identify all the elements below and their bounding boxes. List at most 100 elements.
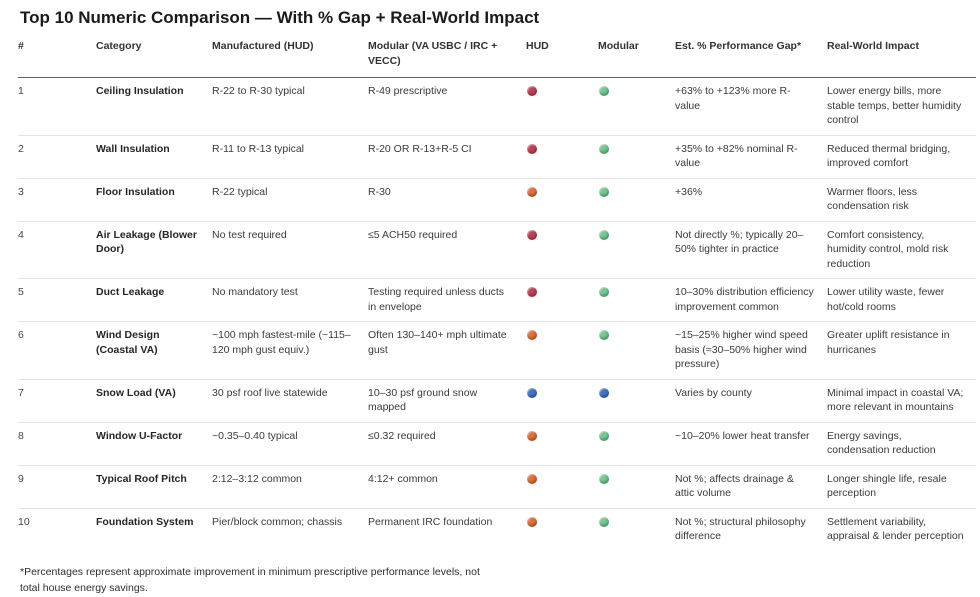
modular-status-dot (599, 86, 609, 96)
page-title: Top 10 Numeric Comparison — With % Gap +… (20, 8, 540, 27)
category-cell: Foundation System (96, 515, 194, 528)
modular-status-dot (599, 473, 609, 484)
impact-cell: Greater uplift resistance in hurricanes (827, 329, 950, 356)
row-number: 10 (18, 515, 30, 528)
category-cell: Ceiling Insulation (96, 85, 184, 97)
modular-rating-cell (598, 472, 675, 489)
table-row: 10 Foundation System Pier/block common; … (18, 507, 976, 551)
col-header-performance-gap: Est. % Performance Gap* (675, 40, 802, 52)
modular-status-dot (599, 287, 609, 297)
manufactured-value-cell: R-11 to R-13 typical (212, 142, 305, 155)
impact-cell: Comfort consistency, humidity control, m… (827, 228, 949, 270)
modular-value-cell: R-30 (368, 185, 391, 198)
hud-status-dot (527, 86, 537, 96)
modular-value-cell: ≤0.32 required (368, 429, 436, 442)
table-row: 3 Floor Insulation R-22 typical R-30 +36… (18, 177, 976, 221)
row-number: 9 (18, 472, 24, 485)
impact-cell: Reduced thermal bridging, improved comfo… (827, 142, 951, 170)
modular-rating-cell (598, 185, 675, 202)
modular-rating-cell (598, 328, 675, 345)
hud-rating-cell (526, 228, 598, 245)
col-header-modular: Modular (VA USBC / IRC + VECC) (368, 40, 498, 67)
modular-rating-cell (598, 386, 675, 403)
modular-status-dot (599, 330, 609, 340)
modular-rating-cell (598, 429, 675, 446)
table-row: 8 Window U-Factor ~0.35–0.40 typical ≤0.… (18, 421, 976, 465)
performance-gap-cell: 10–30% distribution efficiency improveme… (675, 286, 814, 313)
row-number: 1 (18, 85, 24, 97)
manufactured-value-cell: 30 psf roof live statewide (212, 386, 328, 399)
col-header-impact: Real-World Impact (827, 40, 919, 52)
col-header-manufactured: Manufactured (HUD) (212, 40, 314, 52)
hud-rating-cell (526, 185, 598, 202)
performance-gap-cell: +36% (675, 185, 703, 198)
impact-cell: Minimal impact in coastal VA; more relev… (827, 386, 964, 414)
manufactured-value-cell: R-22 to R-30 typical (212, 85, 305, 97)
manufactured-value-cell: Pier/block common; chassis (212, 515, 343, 528)
category-cell: Duct Leakage (96, 286, 165, 298)
table-row: 1 Ceiling Insulation R-22 to R-30 typica… (18, 78, 976, 135)
hud-rating-cell (526, 386, 598, 403)
table-row: 5 Duct Leakage No mandatory test Testing… (18, 278, 976, 321)
footnote: *Percentages represent approximate impro… (20, 565, 480, 595)
hud-status-dot (527, 430, 537, 441)
hud-rating-cell (526, 515, 598, 532)
modular-status-dot (599, 229, 609, 240)
table-body: 1 Ceiling Insulation R-22 to R-30 typica… (18, 78, 976, 551)
modular-status-dot (599, 430, 609, 441)
row-number: 2 (18, 142, 24, 155)
row-number: 8 (18, 429, 24, 442)
table-row: 6 Wind Design (Coastal VA) ~100 mph fast… (18, 321, 976, 379)
row-number: 6 (18, 329, 24, 341)
manufactured-value-cell: R-22 typical (212, 185, 268, 198)
hud-status-dot (527, 330, 537, 340)
modular-rating-cell (598, 285, 675, 302)
hud-status-dot (527, 186, 537, 197)
col-header-category: Category (96, 40, 142, 52)
hud-status-dot (527, 229, 537, 240)
hud-status-dot (527, 143, 537, 154)
modular-status-dot (599, 143, 609, 154)
col-header-number: # (18, 40, 24, 52)
category-cell: Window U-Factor (96, 429, 183, 442)
hud-rating-cell (526, 84, 598, 101)
modular-value-cell: ≤5 ACH50 required (368, 228, 458, 241)
modular-value-cell: R-20 OR R-13+R-5 CI (368, 142, 472, 155)
row-number: 3 (18, 185, 24, 198)
performance-gap-cell: ~10–20% lower heat transfer (675, 429, 810, 442)
modular-rating-cell (598, 515, 675, 532)
col-header-hud-rating: HUD (526, 40, 549, 52)
category-cell: Wall Insulation (96, 142, 170, 155)
performance-gap-cell: +35% to +82% nominal R-value (675, 142, 798, 170)
comparison-table: # Category Manufactured (HUD) Modular (V… (18, 36, 976, 551)
hud-rating-cell (526, 429, 598, 446)
performance-gap-cell: Not directly %; typically 20–50% tighter… (675, 228, 804, 256)
performance-gap-cell: Not %; structural philosophy difference (675, 515, 806, 543)
table-header-row: # Category Manufactured (HUD) Modular (V… (18, 36, 976, 78)
hud-status-dot (527, 516, 537, 527)
hud-rating-cell (526, 328, 598, 345)
manufactured-value-cell: ~100 mph fastest-mile (~115–120 mph gust… (212, 329, 351, 356)
category-cell: Floor Insulation (96, 185, 175, 198)
col-header-modular-rating: Modular (598, 40, 639, 52)
hud-status-dot (527, 473, 537, 484)
modular-rating-cell (598, 84, 675, 101)
performance-gap-cell: Varies by county (675, 386, 752, 399)
table-row: 4 Air Leakage (Blower Door) No test requ… (18, 220, 976, 279)
hud-rating-cell (526, 285, 598, 302)
modular-value-cell: 4:12+ common (368, 472, 438, 485)
hud-rating-cell (526, 142, 598, 159)
category-cell: Snow Load (VA) (96, 386, 176, 399)
impact-cell: Warmer floors, less condensation risk (827, 185, 918, 213)
modular-rating-cell (598, 228, 675, 245)
performance-gap-cell: +63% to +123% more R-value (675, 85, 791, 112)
hud-status-dot (527, 287, 537, 297)
performance-gap-cell: ~15–25% higher wind speed basis (≈30–50%… (675, 329, 808, 370)
table-row: 9 Typical Roof Pitch 2:12–3:12 common 4:… (18, 464, 976, 508)
manufactured-value-cell: ~0.35–0.40 typical (212, 429, 298, 442)
modular-status-dot (599, 387, 609, 398)
modular-value-cell: R-49 prescriptive (368, 85, 448, 97)
category-cell: Wind Design (Coastal VA) (96, 329, 160, 356)
manufactured-value-cell: 2:12–3:12 common (212, 472, 302, 485)
